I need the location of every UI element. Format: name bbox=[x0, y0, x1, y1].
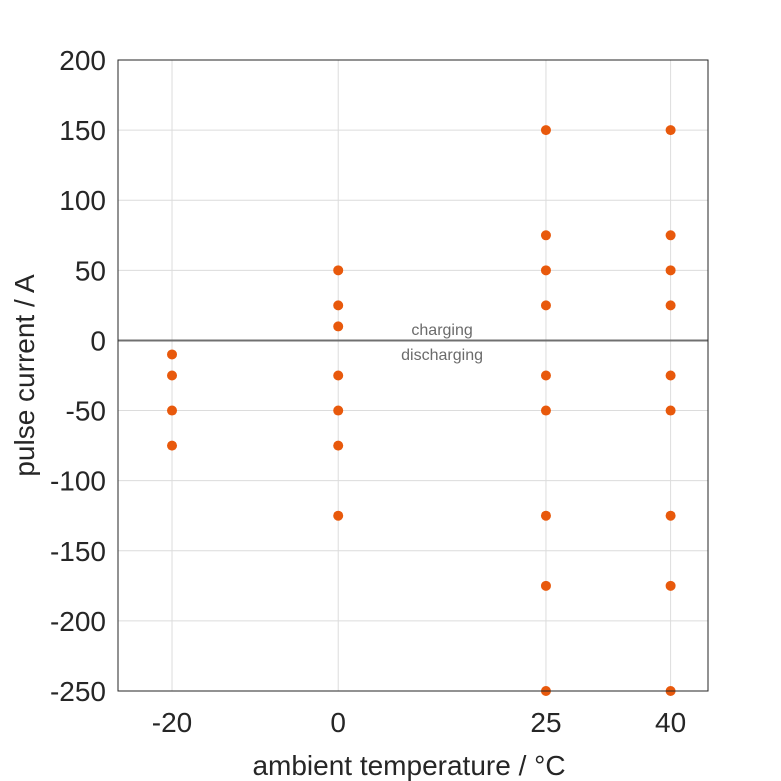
y-tick-label: 0 bbox=[90, 325, 106, 356]
y-tick-label: 50 bbox=[75, 255, 106, 286]
y-tick-label: -150 bbox=[50, 536, 106, 567]
data-point bbox=[333, 300, 344, 311]
data-point bbox=[665, 125, 676, 136]
data-point bbox=[167, 440, 178, 451]
data-point bbox=[665, 300, 676, 311]
data-point bbox=[167, 370, 178, 381]
y-tick-labels: 200 150 100 50 0 -50 -100 -150 -200 -250 bbox=[50, 45, 106, 707]
y-tick-label: 150 bbox=[59, 115, 106, 146]
data-point bbox=[333, 405, 344, 416]
x-tick-label: 40 bbox=[655, 707, 686, 738]
data-point bbox=[665, 510, 676, 521]
data-point bbox=[665, 265, 676, 276]
data-point bbox=[333, 510, 344, 521]
x-tick-label: 0 bbox=[330, 707, 346, 738]
data-point bbox=[665, 230, 676, 241]
data-point bbox=[540, 230, 551, 241]
data-point bbox=[540, 265, 551, 276]
y-tick-label: -200 bbox=[50, 606, 106, 637]
data-point bbox=[540, 300, 551, 311]
y-axis-label: pulse current / A bbox=[9, 274, 40, 477]
data-point bbox=[540, 580, 551, 591]
x-tick-label: 25 bbox=[530, 707, 561, 738]
data-point bbox=[665, 405, 676, 416]
data-point bbox=[540, 405, 551, 416]
data-point bbox=[333, 370, 344, 381]
y-tick-label: 200 bbox=[59, 45, 106, 76]
y-tick-label: -50 bbox=[66, 396, 106, 427]
annotation-charging: charging bbox=[411, 322, 472, 339]
grid-lines bbox=[118, 59, 708, 692]
annotation-discharging: discharging bbox=[401, 347, 483, 364]
data-point bbox=[540, 370, 551, 381]
annotations: charging discharging bbox=[401, 322, 483, 364]
x-axis-label: ambient temperature / °C bbox=[252, 750, 565, 781]
data-point bbox=[540, 510, 551, 521]
x-tick-labels: -20 0 25 40 bbox=[152, 707, 686, 738]
data-point bbox=[167, 405, 178, 416]
data-point bbox=[540, 125, 551, 136]
data-point bbox=[333, 321, 344, 332]
data-point bbox=[167, 349, 178, 360]
y-tick-label: 100 bbox=[59, 185, 106, 216]
data-point bbox=[333, 265, 344, 276]
data-point bbox=[665, 580, 676, 591]
y-tick-label: -250 bbox=[50, 676, 106, 707]
data-point bbox=[333, 440, 344, 451]
x-tick-label: -20 bbox=[152, 707, 192, 738]
plot-frame bbox=[117, 59, 709, 692]
y-tick-label: -100 bbox=[50, 466, 106, 497]
data-point bbox=[665, 370, 676, 381]
